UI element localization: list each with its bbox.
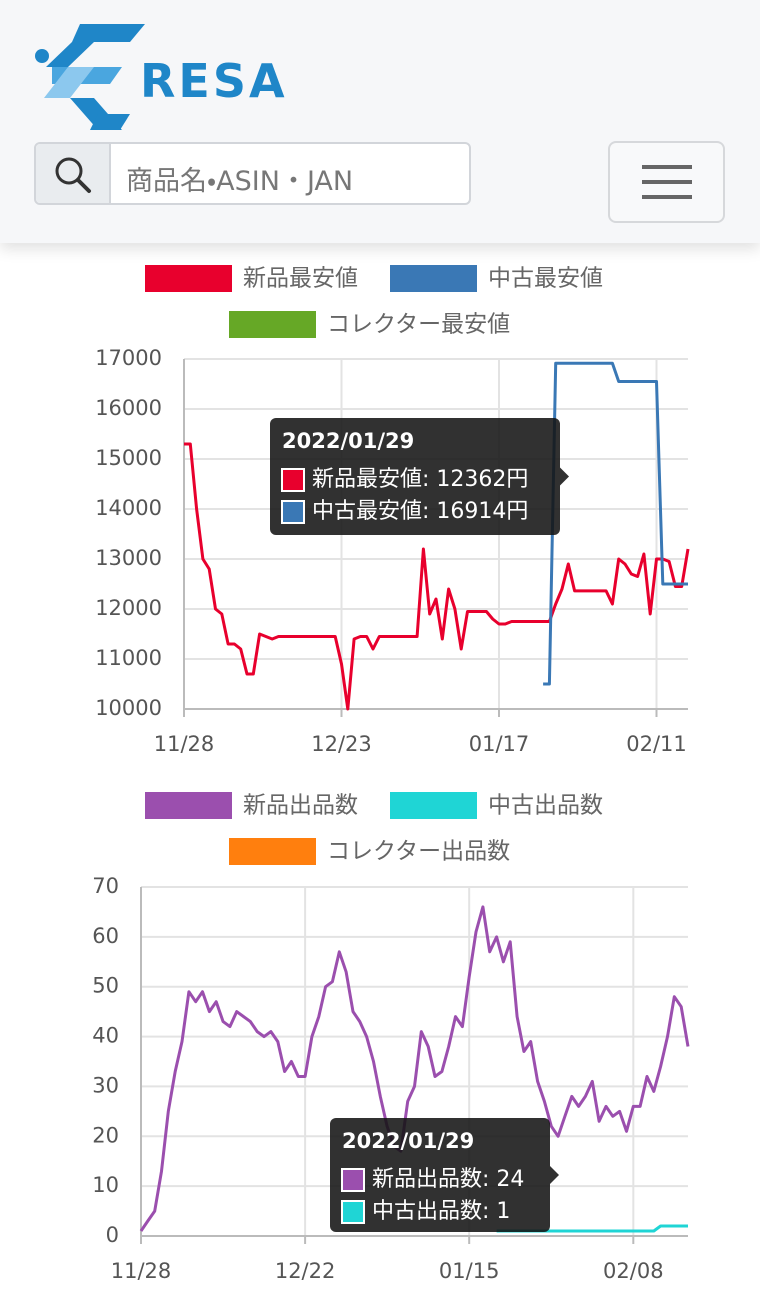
y-tick-label: 40 [92,1024,119,1048]
y-tick-label: 11000 [95,646,162,670]
y-tick-label: 30 [92,1073,119,1097]
y-tick-label: 15000 [95,446,162,470]
x-tick-label: 11/28 [154,732,215,756]
legend-swatch [390,792,477,819]
tooltip: 2022/01/29 新品出品数: 24 中古出品数: 1 [330,1118,559,1232]
tooltip-arrow [560,467,569,486]
header: RESA 商品名・ASIN・JAN [0,0,760,243]
logo: RESA [140,54,288,108]
tooltip-line: 中古出品数: 1 [372,1199,510,1224]
search-icon [55,157,91,193]
legend-swatch [229,311,316,338]
tooltip-swatch [281,500,305,524]
tooltip-title: 2022/01/29 [342,1129,474,1153]
x-tick-label: 01/17 [469,732,530,756]
y-tick-label: 14000 [95,496,162,520]
y-tick-label: 10 [92,1173,119,1197]
tooltip-swatch [341,1168,365,1192]
legend-label: 新品出品数 [243,793,358,819]
tooltip-swatch [281,468,305,492]
y-tick-label: 60 [92,924,119,948]
legend-label: コレクター出品数 [327,839,510,865]
menu-icon [642,165,692,199]
search-button[interactable] [36,144,111,203]
search-box[interactable]: 商品名・ASIN・JAN [34,142,471,205]
legend-swatch [390,265,477,292]
legend-label: コレクター最安値 [327,312,510,338]
y-tick-label: 0 [106,1223,119,1247]
series-line [543,361,688,686]
y-tick-label: 70 [92,874,119,898]
x-tick-label: 01/15 [439,1259,500,1283]
tooltip-box [270,418,560,535]
x-tick-label: 02/11 [626,732,687,756]
logo-mark [35,24,145,130]
tooltip-line: 新品最安値: 12362円 [312,467,528,492]
tooltip-title: 2022/01/29 [282,429,414,453]
legend-swatch [229,838,316,865]
y-tick-label: 17000 [95,346,162,370]
y-tick-label: 20 [92,1123,119,1147]
y-tick-label: 16000 [95,396,162,420]
legend-label: 新品最安値 [243,266,358,292]
legend-label: 中古最安値 [488,266,603,292]
x-tick-label: 12/22 [275,1259,336,1283]
series-line [184,442,690,711]
menu-button[interactable] [608,141,725,223]
y-tick-label: 50 [92,974,119,998]
legend-label: 中古出品数 [488,793,603,819]
search-placeholder: 商品名・ASIN・JAN [126,166,354,197]
y-tick-label: 13000 [95,546,162,570]
legend-swatch [145,265,232,292]
x-tick-label: 12/23 [311,732,372,756]
x-tick-label: 02/08 [603,1259,664,1283]
y-tick-label: 12000 [95,596,162,620]
tooltip-line: 中古最安値: 16914円 [312,499,528,524]
tooltip-swatch [341,1200,365,1224]
legend-swatch [145,792,232,819]
tooltip-arrow [550,1166,559,1184]
y-tick-label: 10000 [95,696,162,720]
x-tick-label: 11/28 [111,1259,172,1283]
series-line [139,905,690,1232]
tooltip-line: 新品出品数: 24 [372,1167,524,1192]
tooltip-box [330,1118,550,1232]
